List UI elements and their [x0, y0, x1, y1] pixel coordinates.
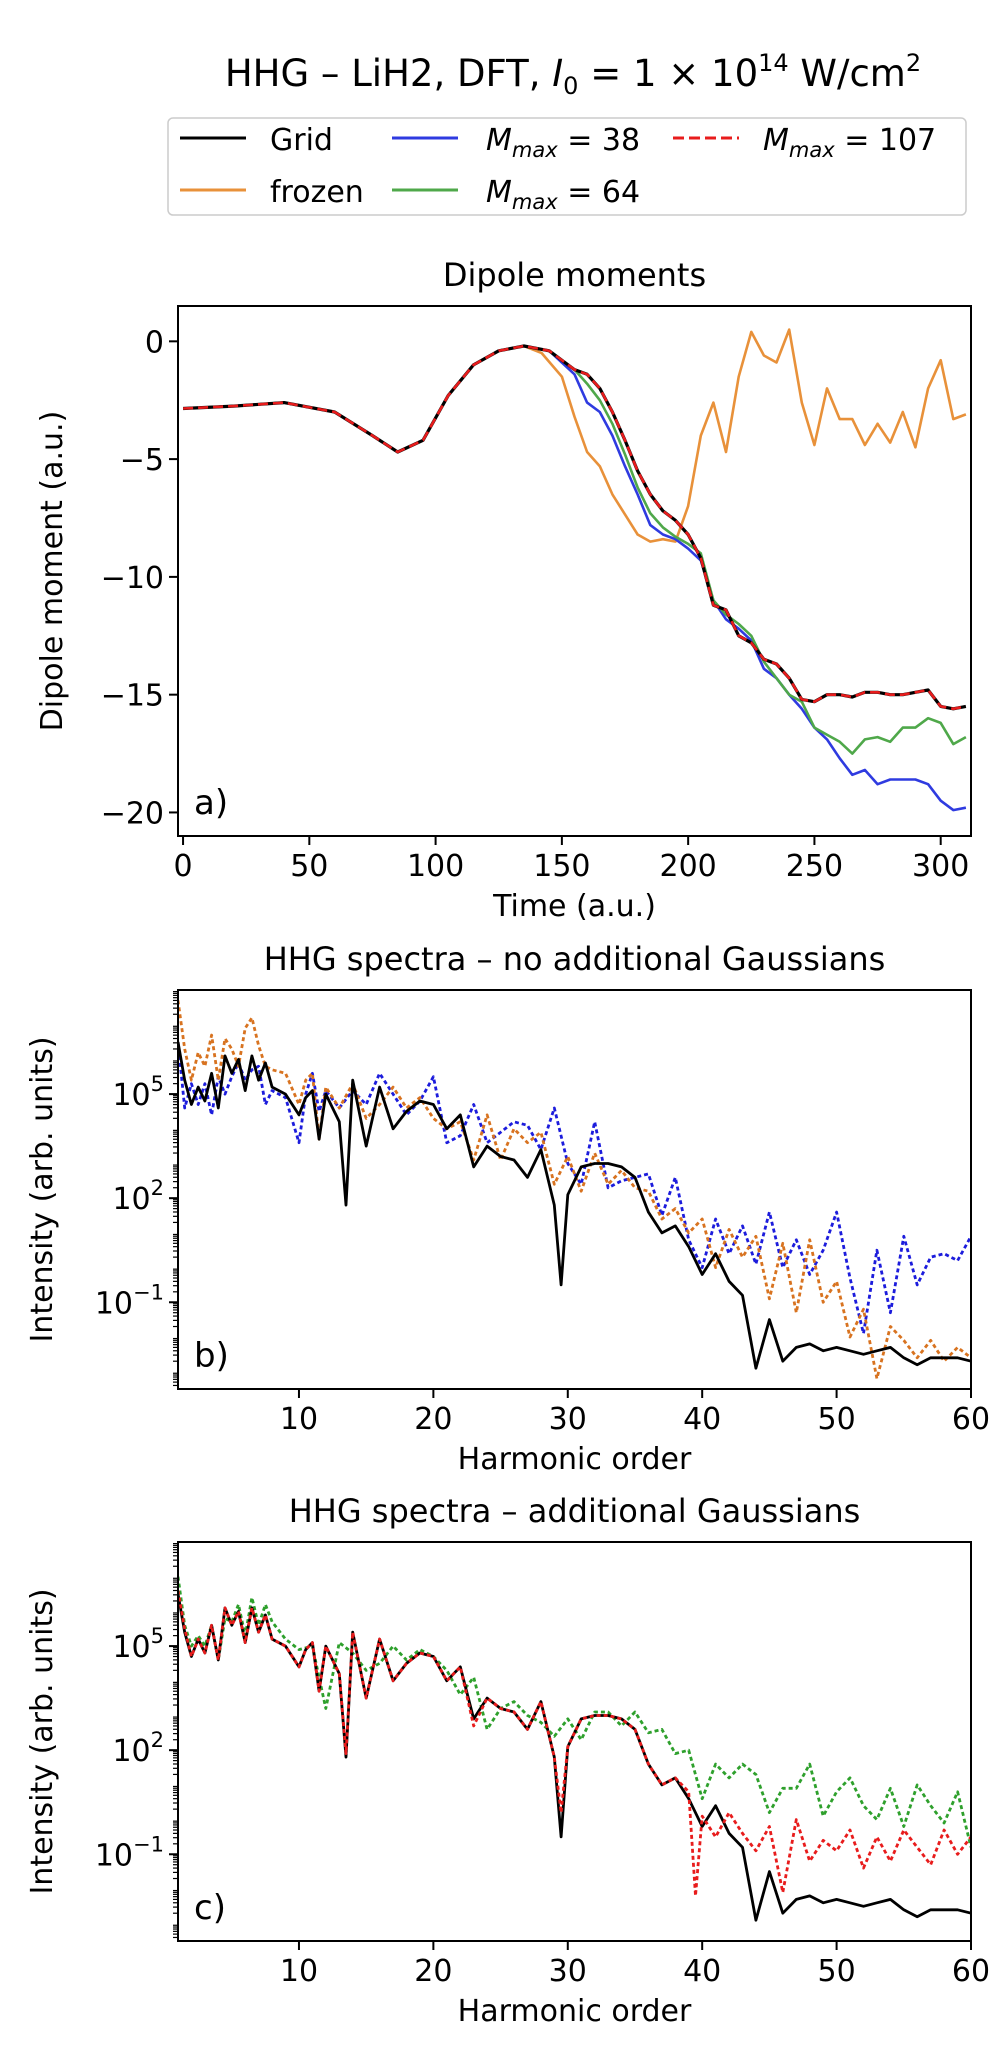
series-line-m-max-38	[178, 1041, 971, 1335]
x-tick-label: 30	[549, 1954, 587, 1989]
y-tick-label: 105	[112, 1072, 164, 1113]
title-prefix: HHG – LiH2, DFT,	[225, 52, 552, 95]
panel-label: c)	[194, 1888, 226, 1928]
x-tick-label: 50	[817, 1402, 855, 1437]
axes-frame	[177, 305, 972, 837]
y-tick-label: 10−1	[95, 1832, 164, 1873]
x-tick-label: 40	[683, 1402, 721, 1437]
series-line-frozen	[178, 1000, 971, 1380]
y-tick-label: 0	[145, 325, 164, 360]
title-math: I	[552, 52, 563, 95]
legend-label-grid: Grid	[270, 123, 333, 158]
y-tick-label: 102	[112, 1728, 164, 1769]
panels: Dipole moments 0 50 100 150 200 250 300 0 −5 −10 −1…	[25, 256, 990, 2029]
series-group	[178, 1576, 971, 1922]
y-tick-label: 105	[112, 1624, 164, 1665]
series-line-m-max-64	[178, 1576, 971, 1848]
x-tick-label: 10	[280, 1402, 318, 1437]
x-tick-label: 200	[660, 849, 717, 884]
x-tick-label: 100	[407, 849, 464, 884]
y-tick-label: 102	[112, 1176, 164, 1217]
x-tick-label: 40	[683, 1954, 721, 1989]
series-line-m-max-107	[178, 1590, 971, 1898]
title-exp: 14	[758, 49, 789, 77]
legend-label-mmax38: Mmax = 38	[486, 123, 640, 162]
title-mid: = 1 × 10	[578, 52, 758, 95]
y-tick-label: −10	[101, 561, 164, 596]
y-tick-label: −20	[101, 796, 164, 831]
axes-frame	[177, 1541, 972, 1942]
x-tick-label: 0	[174, 849, 193, 884]
panel-title: HHG spectra – additional Gaussians	[289, 1492, 861, 1530]
legend-label-mmax64: Mmax = 64	[486, 175, 640, 214]
series-line-grid	[183, 344, 967, 711]
x-tick-label: 10	[280, 1954, 318, 1989]
x-tick-label: 20	[414, 1954, 452, 1989]
panel-3: HHG spectra – additional Gaussians 10 20 30…	[25, 1492, 990, 2029]
x-axis-label: Harmonic order	[458, 1442, 692, 1477]
x-axis-label: Time (a.u.)	[492, 889, 656, 924]
figure-title: HHG – LiH2, DFT, I0 = 1 × 1014 W/cm2	[225, 49, 921, 100]
x-axis-label: Harmonic order	[458, 1994, 692, 2029]
series-line-grid	[178, 1593, 971, 1922]
series-group	[183, 328, 967, 812]
y-tick-label: −5	[120, 443, 164, 478]
series-line-m-max-107	[183, 344, 967, 711]
title-unit: W/cm	[789, 52, 906, 95]
x-tick-label: 50	[817, 1954, 855, 1989]
panel-label: a)	[194, 783, 228, 823]
x-tick-label: 60	[952, 1954, 990, 1989]
legend-frame	[167, 117, 967, 216]
panel-title: HHG spectra – no additional Gaussians	[264, 940, 886, 978]
x-tick-label: 50	[290, 849, 328, 884]
legend: Grid frozen Mmax = 38 Mmax = 64 Mmax = 1…	[167, 117, 967, 216]
legend-label-frozen: frozen	[270, 175, 364, 210]
series-line-frozen	[183, 328, 967, 543]
x-tick-label: 150	[533, 849, 590, 884]
x-tick-label: 20	[414, 1402, 452, 1437]
title-unit-exp: 2	[906, 49, 921, 77]
title-sub: 0	[563, 72, 578, 100]
y-axis-label: Intensity (arb. units)	[25, 1036, 60, 1342]
panel-label: b)	[194, 1336, 229, 1376]
x-tick-label: 250	[786, 849, 843, 884]
legend-label-mmax107: Mmax = 107	[763, 123, 936, 162]
series-group	[178, 1000, 971, 1380]
x-tick-label: 60	[952, 1402, 990, 1437]
y-axis-label: Intensity (arb. units)	[25, 1588, 60, 1894]
panel-1: Dipole moments 0 50 100 150 200 250 300 0 −5 −10 −1…	[35, 256, 972, 924]
series-line-grid	[178, 1041, 971, 1370]
y-tick-label: 10−1	[95, 1280, 164, 1321]
panel-title: Dipole moments	[443, 256, 706, 294]
y-tick-label: −15	[101, 679, 164, 714]
y-axis-label: Dipole moment (a.u.)	[35, 411, 70, 732]
x-tick-label: 300	[912, 849, 969, 884]
x-tick-label: 30	[549, 1402, 587, 1437]
axes-frame	[177, 989, 972, 1390]
